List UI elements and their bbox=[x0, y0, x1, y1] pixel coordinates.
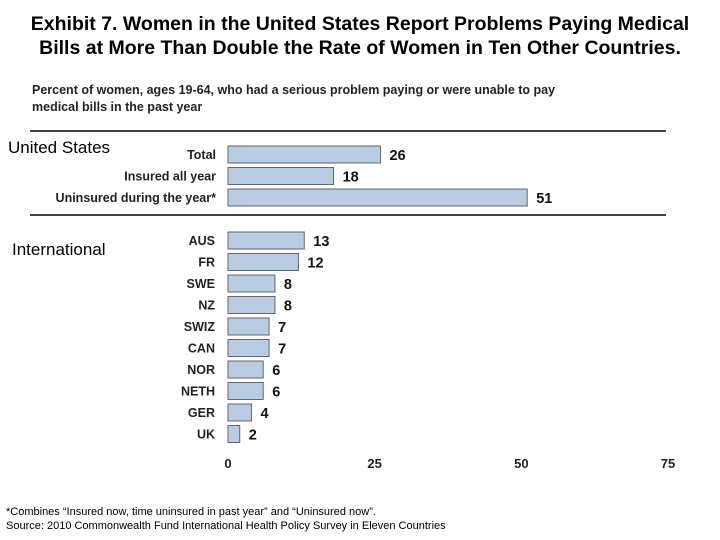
x-tick-label-25: 25 bbox=[367, 456, 381, 471]
category-label-swiz: SWIZ bbox=[184, 320, 216, 334]
group-label-us: United States bbox=[8, 138, 111, 157]
value-label-fr: 12 bbox=[307, 256, 323, 272]
bar-insured-all-year bbox=[227, 167, 335, 185]
title-line-1: Exhibit 7. Women in the United States Re… bbox=[30, 13, 690, 35]
x-tick-label-50: 50 bbox=[514, 456, 528, 471]
category-label-nor: NOR bbox=[187, 363, 215, 377]
bar-can bbox=[227, 339, 270, 357]
x-tick-label-75: 75 bbox=[661, 456, 675, 471]
bar-uk bbox=[227, 425, 241, 443]
value-label-swiz: 7 bbox=[278, 320, 286, 336]
bar-swiz bbox=[227, 317, 270, 336]
chart-title: Exhibit 7. Women in the United States Re… bbox=[0, 12, 720, 60]
category-label-can: CAN bbox=[188, 342, 215, 356]
bar-nor bbox=[227, 360, 264, 379]
title-line-2: Bills at More Than Double the Rate of Wo… bbox=[39, 37, 681, 59]
category-label-swe: SWE bbox=[187, 277, 215, 291]
subtitle-line-2: medical bills in the past year bbox=[32, 100, 203, 114]
category-label-ger: GER bbox=[188, 406, 215, 420]
category-label-uk: UK bbox=[197, 428, 215, 442]
bar-total bbox=[227, 145, 382, 164]
category-label-fr: FR bbox=[198, 256, 215, 270]
value-label-swe: 8 bbox=[284, 277, 292, 293]
value-label-aus: 13 bbox=[313, 234, 329, 250]
category-label-aus: AUS bbox=[189, 234, 215, 248]
x-tick-label-0: 0 bbox=[224, 456, 231, 471]
footnote-note: *Combines “Insured now, time uninsured i… bbox=[6, 506, 376, 518]
category-label-total: Total bbox=[187, 148, 216, 162]
bar-aus bbox=[227, 231, 305, 250]
bar-ger bbox=[227, 403, 252, 422]
category-label-uninsured-during-the-year: Uninsured during the year* bbox=[56, 191, 217, 205]
category-label-insured-all-year: Insured all year bbox=[124, 170, 216, 184]
subtitle-line-1: Percent of women, ages 19-64, who had a … bbox=[32, 83, 556, 97]
category-label-neth: NETH bbox=[181, 385, 215, 399]
category-label-nz: NZ bbox=[198, 299, 215, 313]
value-label-nz: 8 bbox=[284, 299, 292, 315]
chart-subtitle: Percent of women, ages 19-64, who had a … bbox=[32, 82, 672, 116]
bar-uninsured-during-the-year bbox=[227, 188, 528, 207]
value-label-nor: 6 bbox=[272, 363, 280, 379]
value-label-uk: 2 bbox=[249, 428, 257, 444]
bar-neth bbox=[227, 382, 264, 400]
value-label-neth: 6 bbox=[272, 385, 280, 401]
group-label-international: International bbox=[12, 240, 106, 259]
value-label-can: 7 bbox=[278, 342, 286, 358]
footnote: *Combines “Insured now, time uninsured i… bbox=[6, 505, 446, 533]
value-label-insured-all-year: 18 bbox=[343, 170, 359, 186]
bar-nz bbox=[227, 296, 276, 314]
footnote-source: Source: 2010 Commonwealth Fund Internati… bbox=[6, 520, 446, 532]
bar-fr bbox=[227, 253, 299, 271]
value-label-ger: 4 bbox=[260, 406, 268, 422]
value-label-uninsured-during-the-year: 51 bbox=[536, 191, 552, 207]
value-label-total: 26 bbox=[390, 148, 406, 164]
bar-swe bbox=[227, 274, 276, 293]
